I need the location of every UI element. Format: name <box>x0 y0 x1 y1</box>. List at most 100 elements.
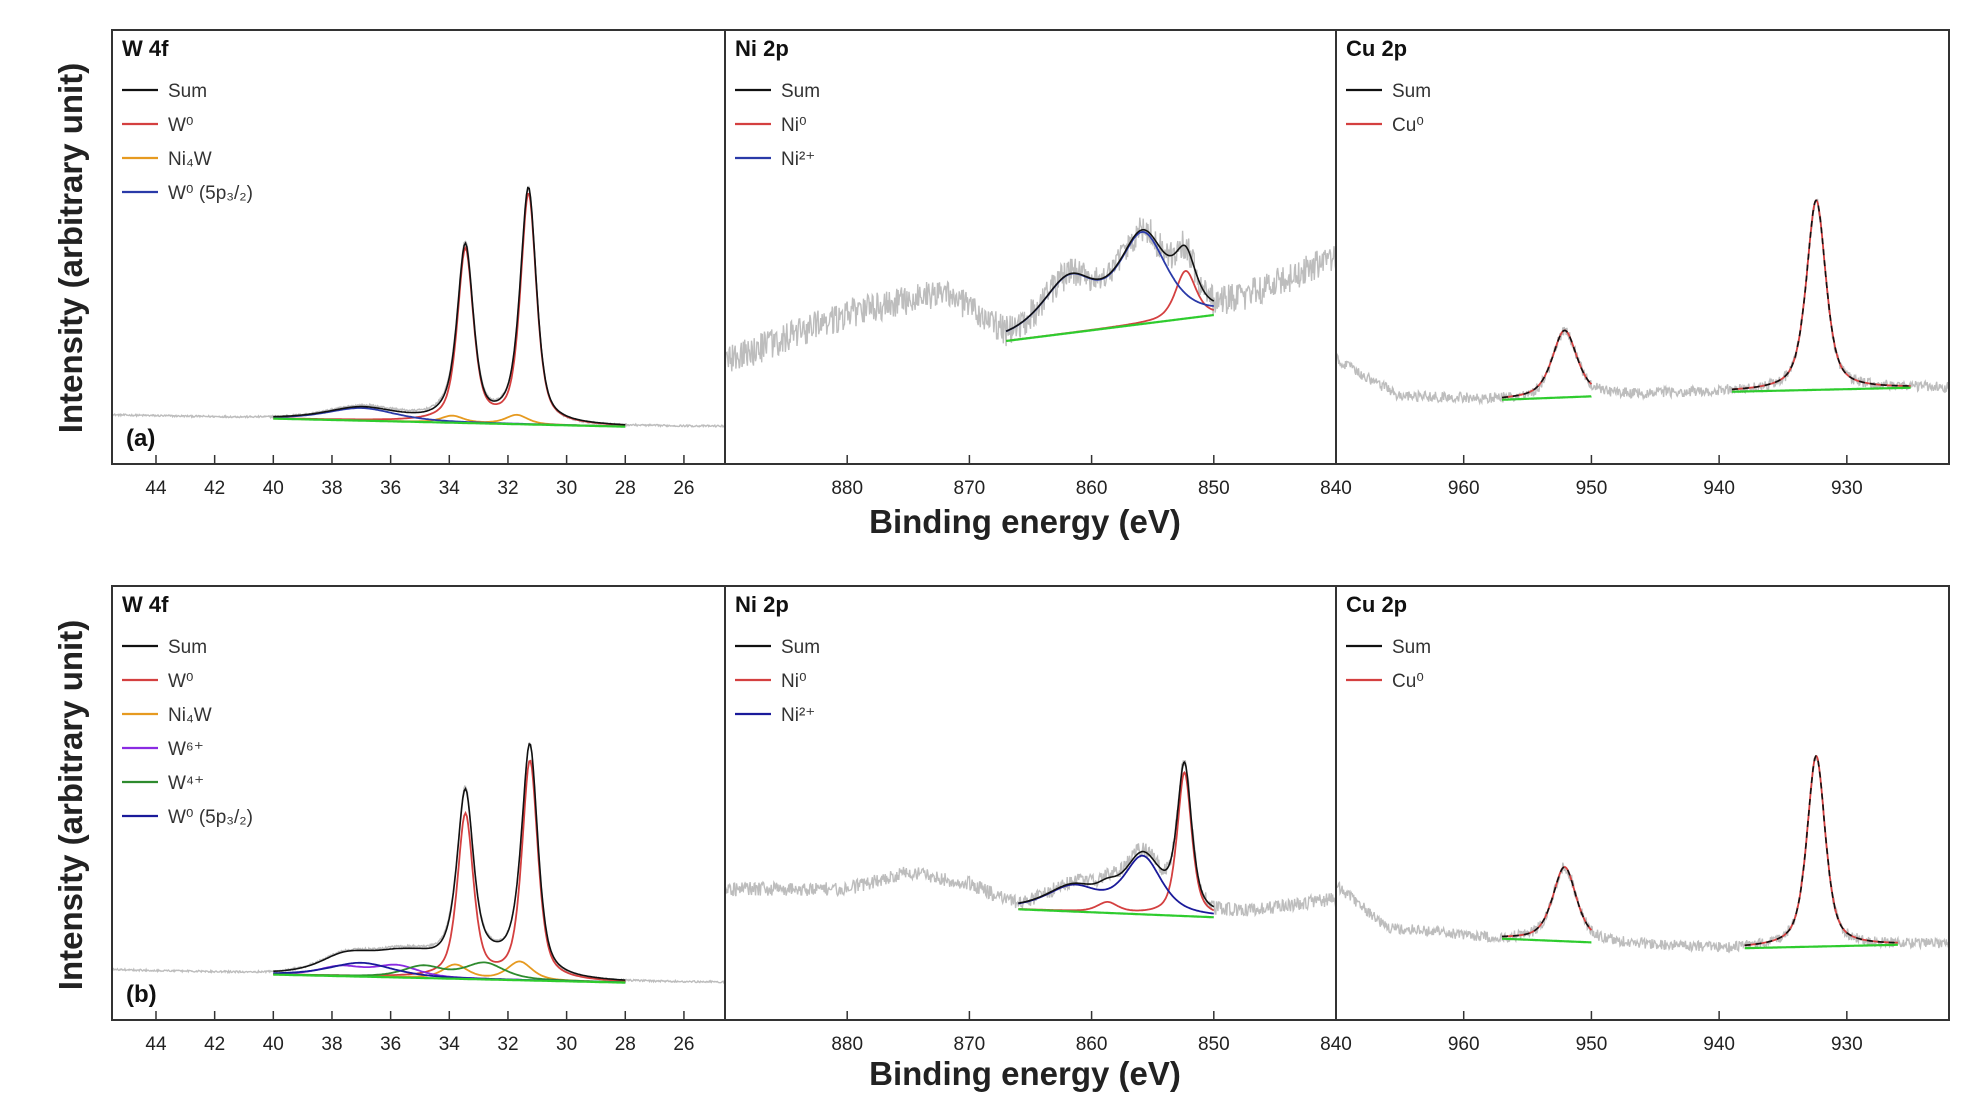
fit-background <box>1744 943 1898 950</box>
x-tick-label: 850 <box>1198 1034 1230 1055</box>
x-tick-label: 32 <box>497 478 518 499</box>
panel-title: Cu 2p <box>1346 592 1407 617</box>
raw-spectrum <box>1335 198 1950 406</box>
x-tick-label: 38 <box>321 1034 342 1055</box>
x-axis-label-a: Binding energy (eV) <box>869 503 1181 540</box>
raw-spectrum <box>724 760 1337 918</box>
fit-sum <box>1731 199 1911 391</box>
legend-label: Ni₄W <box>168 149 212 170</box>
fit-sum <box>1502 329 1593 399</box>
raw-spectrum <box>724 217 1337 377</box>
y-axis-label-b: Intensity (arbitrary unit) <box>52 620 89 990</box>
fit-sum <box>273 186 626 426</box>
x-tick-label: 950 <box>1576 478 1608 499</box>
legend-label: Sum <box>1392 637 1431 658</box>
x-tick-label: 870 <box>954 1034 986 1055</box>
raw-spectrum <box>1335 754 1950 954</box>
legend-label: W⁰ <box>168 115 194 136</box>
x-tick-label: 880 <box>831 478 863 499</box>
x-tick-label: 840 <box>1320 1034 1352 1055</box>
fit-sum <box>1502 866 1593 938</box>
x-tick-label: 34 <box>439 1034 461 1055</box>
panel-0-1: 880 870 860 850 840 Ni 2p Sum Ni⁰ Ni²⁺ <box>724 36 1352 499</box>
x-tick-label: 940 <box>1703 1034 1735 1055</box>
legend-label: Sum <box>1392 81 1431 102</box>
panel-0-2: 960 950 940 930 Cu 2p Sum Cu⁰ <box>1335 36 1950 499</box>
x-tick-label: 850 <box>1198 478 1230 499</box>
x-tick-label: 30 <box>556 478 577 499</box>
figure-panel-label: (b) <box>126 981 157 1008</box>
x-axis-label-b: Binding energy (eV) <box>869 1055 1181 1092</box>
x-tick-label: 870 <box>954 478 986 499</box>
panel-title: Cu 2p <box>1346 36 1407 61</box>
x-tick-label: 26 <box>673 1034 694 1055</box>
x-tick-label: 44 <box>145 1034 167 1055</box>
legend-label: W⁰ <box>168 671 194 692</box>
fit-background <box>273 973 626 984</box>
x-tick-label: 42 <box>204 1034 225 1055</box>
legend-label: Ni²⁺ <box>781 149 815 170</box>
legend-label: Ni⁰ <box>781 671 807 692</box>
x-tick-label: 940 <box>1703 478 1735 499</box>
legend-label: W⁴⁺ <box>168 773 204 794</box>
panel-1-2: 960 950 940 930 Cu 2p Sum Cu⁰ <box>1335 592 1950 1055</box>
y-axis-label-a: Intensity (arbitrary unit) <box>52 63 89 433</box>
raw-spectrum <box>112 185 726 429</box>
fit-sum <box>1018 760 1215 908</box>
x-tick-label: 950 <box>1576 1034 1608 1055</box>
x-tick-label: 32 <box>497 1034 518 1055</box>
legend-label: Sum <box>781 81 820 102</box>
fit-sum <box>273 742 626 981</box>
figure-panel-label: (a) <box>126 425 155 452</box>
fit-sum <box>1005 229 1215 332</box>
x-tick-label: 42 <box>204 478 225 499</box>
legend-label: W⁰ (5p₃/₂) <box>168 807 253 828</box>
fit-background <box>1502 937 1592 944</box>
x-tick-label: 34 <box>439 478 461 499</box>
legend-label: Ni⁰ <box>781 115 807 136</box>
x-tick-label: 880 <box>831 1034 863 1055</box>
panel-title: W 4f <box>122 36 169 61</box>
x-tick-label: 930 <box>1831 1034 1863 1055</box>
legend-label: Ni²⁺ <box>781 705 815 726</box>
fit-background <box>1005 313 1214 343</box>
fit-background <box>1018 908 1214 919</box>
fit-component <box>273 192 626 426</box>
fit-background <box>1502 395 1592 401</box>
x-tick-label: 960 <box>1448 1034 1480 1055</box>
panel-title: Ni 2p <box>735 592 789 617</box>
x-tick-label: 36 <box>380 1034 401 1055</box>
fit-component <box>1502 329 1593 399</box>
x-tick-label: 930 <box>1831 478 1863 499</box>
x-tick-label: 860 <box>1076 478 1108 499</box>
fit-sum <box>1744 755 1898 947</box>
fit-component <box>273 759 626 982</box>
fit-background <box>1731 386 1911 393</box>
x-tick-label: 38 <box>321 478 342 499</box>
legend-label: W⁰ (5p₃/₂) <box>168 183 253 204</box>
x-tick-label: 960 <box>1448 478 1480 499</box>
x-tick-label: 30 <box>556 1034 577 1055</box>
x-tick-label: 40 <box>263 478 284 499</box>
row-frame <box>111 585 1950 1021</box>
panel-1-1: 880 870 860 850 840 Ni 2p Sum Ni⁰ Ni²⁺ <box>724 592 1352 1055</box>
x-tick-label: 860 <box>1076 1034 1108 1055</box>
x-tick-label: 840 <box>1320 478 1352 499</box>
legend-label: W⁶⁺ <box>168 739 204 760</box>
legend-label: Ni₄W <box>168 705 212 726</box>
legend-label: Sum <box>781 637 820 658</box>
legend-label: Cu⁰ <box>1392 115 1424 136</box>
fit-background <box>273 417 626 428</box>
legend-label: Sum <box>168 637 207 658</box>
x-tick-label: 40 <box>263 1034 284 1055</box>
legend-label: Cu⁰ <box>1392 671 1424 692</box>
x-tick-label: 36 <box>380 478 401 499</box>
panel-title: W 4f <box>122 592 169 617</box>
panel-title: Ni 2p <box>735 36 789 61</box>
panel-0-0: 44 42 40 38 36 34 32 30 28 26 W 4f Sum W⁰ Ni₄W W⁰ (5p₃… <box>112 36 726 499</box>
x-tick-label: 26 <box>673 478 694 499</box>
panel-1-0: 44 42 40 38 36 34 32 30 28 26 W 4f Sum W⁰ Ni₄W W⁶⁺ W⁴⁺ W… <box>111 592 726 1055</box>
x-tick-label: 44 <box>145 478 167 499</box>
x-tick-label: 28 <box>615 1034 636 1055</box>
